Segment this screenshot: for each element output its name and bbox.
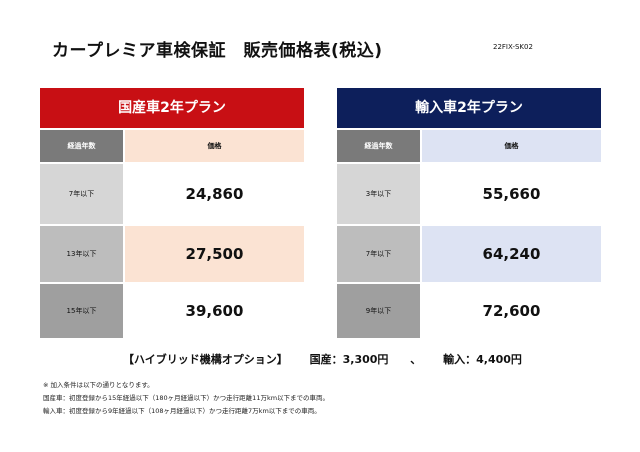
domestic-row-price: 24,860 bbox=[125, 164, 304, 224]
hybrid-option-domestic: 国産：3,300円 bbox=[309, 353, 389, 366]
domestic-plan-header: 国産車2年プラン bbox=[40, 88, 304, 128]
imported-row-label: 9年以下 bbox=[337, 284, 420, 338]
imported-row-label: 7年以下 bbox=[337, 226, 420, 282]
document-code: 22FIX-SK02 bbox=[493, 43, 533, 51]
domestic-plan-table: 国産車2年プラン 経過年数 価格 7年以下 24,860 13年以下 27,50… bbox=[40, 88, 304, 338]
imported-row-price: 55,660 bbox=[422, 164, 601, 224]
domestic-col-price: 価格 bbox=[125, 130, 304, 162]
domestic-row-label: 13年以下 bbox=[40, 226, 123, 282]
domestic-col-label: 経過年数 bbox=[40, 130, 123, 162]
hybrid-option-separator: 、 bbox=[410, 353, 422, 366]
note-line: 輸入車：初度登録から9年経過以下（108ヶ月経過以下）かつ走行距離7万km以下ま… bbox=[43, 407, 321, 415]
domestic-row-price: 39,600 bbox=[125, 284, 304, 338]
imported-plan-table: 輸入車2年プラン 経過年数 価格 3年以下 55,660 7年以下 64,240… bbox=[337, 88, 601, 338]
imported-row-label: 3年以下 bbox=[337, 164, 420, 224]
note-line: ※ 加入条件は以下の通りとなります。 bbox=[43, 381, 154, 389]
hybrid-option-label: 【ハイブリッド機構オプション】 bbox=[123, 353, 288, 366]
domestic-row-label: 15年以下 bbox=[40, 284, 123, 338]
imported-row-price: 64,240 bbox=[422, 226, 601, 282]
note-line: 国産車：初度登録から15年経過以下（180ヶ月経過以下）かつ走行距離11万km以… bbox=[43, 394, 330, 402]
page-title: カープレミア車検保証 販売価格表(税込) bbox=[52, 41, 383, 61]
imported-plan-header: 輸入車2年プラン bbox=[337, 88, 601, 128]
imported-row-price: 72,600 bbox=[422, 284, 601, 338]
hybrid-option-line: 【ハイブリッド機構オプション】 国産：3,300円 、 輸入：4,400円 bbox=[123, 351, 540, 367]
imported-col-price: 価格 bbox=[422, 130, 601, 162]
domestic-row-price: 27,500 bbox=[125, 226, 304, 282]
domestic-row-label: 7年以下 bbox=[40, 164, 123, 224]
imported-col-label: 経過年数 bbox=[337, 130, 420, 162]
eligibility-notes: ※ 加入条件は以下の通りとなります。 国産車：初度登録から15年経過以下（180… bbox=[43, 379, 329, 418]
hybrid-option-imported: 輸入：4,400円 bbox=[443, 353, 522, 366]
